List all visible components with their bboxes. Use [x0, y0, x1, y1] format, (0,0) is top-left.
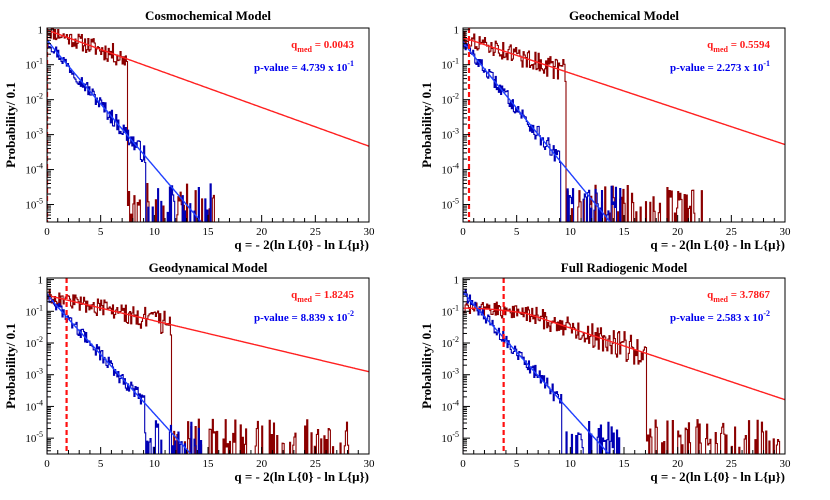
x-tick-label: 10 [565, 226, 577, 238]
y-tick-label: 10-5 [25, 430, 43, 445]
pvalue-annotation: p-value = 2.583 x 10-2 [670, 309, 770, 324]
plot-area [463, 278, 785, 454]
plot-frame [46, 277, 370, 455]
signal-fit-curve [47, 29, 369, 147]
chart-title: Cosmochemical Model [145, 8, 271, 23]
chart-panel-1: 0 5 10 15 20 25 30 1 10-1 10-2 10-3 10-4 10-5 Cosmoch… [3, 8, 375, 252]
x-axis-label: q = - 2(ln L{0} - ln L{μ}) [234, 237, 369, 252]
y-axis-label: Probability/ 0.1 [419, 323, 434, 409]
x-tick-label: 25 [310, 226, 322, 238]
y-tick-label: 1 [38, 275, 44, 287]
x-tick-label: 5 [514, 226, 520, 238]
x-tick-label: 0 [44, 226, 50, 238]
x-tick-label: 30 [364, 458, 376, 470]
plot-area [47, 278, 369, 454]
background-histogram [463, 289, 621, 454]
y-tick-label: 10-5 [441, 430, 459, 445]
chart-title: Full Radiogenic Model [561, 260, 688, 275]
signal-fit-curve [463, 36, 785, 146]
x-tick-label: 15 [619, 458, 631, 470]
x-tick-label: 20 [256, 458, 268, 470]
qmed-annotation: qmed = 0.5594 [707, 39, 770, 54]
y-tick-label: 10-2 [25, 92, 43, 107]
pvalue-annotation: p-value = 4.739 x 10-1 [254, 59, 354, 74]
chart-panel-2: 0 5 10 15 20 25 30 1 10-1 10-2 10-3 10-4 10-5 Geochem… [419, 8, 791, 252]
y-tick-label: 10-2 [441, 335, 459, 350]
plot-area [463, 28, 785, 222]
background-fit-curve [463, 290, 610, 454]
plot-area [47, 28, 369, 222]
y-tick-label: 10-3 [25, 367, 43, 382]
x-tick-label: 30 [780, 226, 792, 238]
signal-histogram [463, 301, 781, 454]
y-tick-label: 1 [454, 25, 460, 37]
y-tick-label: 10-5 [441, 197, 459, 212]
background-fit-curve [47, 39, 203, 222]
x-tick-label: 25 [726, 226, 738, 238]
background-histogram [47, 295, 203, 454]
x-tick-label: 15 [203, 226, 215, 238]
y-tick-label: 10-4 [441, 162, 459, 177]
x-tick-label: 25 [310, 458, 322, 470]
x-tick-label: 10 [565, 458, 577, 470]
background-fit-curve [463, 40, 612, 222]
x-tick-label: 15 [619, 226, 631, 238]
x-tick-label: 30 [364, 226, 376, 238]
x-tick-label: 15 [203, 458, 215, 470]
x-tick-label: 30 [780, 458, 792, 470]
x-tick-label: 25 [726, 458, 738, 470]
y-tick-label: 10-4 [25, 398, 43, 413]
y-tick-label: 10-1 [441, 57, 459, 72]
y-tick-label: 1 [38, 25, 44, 37]
y-axis-label: Probability/ 0.1 [3, 323, 18, 409]
background-fit-curve [47, 292, 192, 454]
chart-panel-3: 0 5 10 15 20 25 30 1 10-1 10-2 10-3 10-4 10-5 Geodyna… [3, 260, 375, 484]
x-tick-label: 20 [672, 226, 684, 238]
background-histogram [47, 42, 212, 222]
chart-title: Geodynamical Model [149, 260, 268, 275]
y-tick-label: 10-4 [441, 398, 459, 413]
x-tick-label: 0 [460, 458, 466, 470]
y-tick-label: 10-3 [441, 127, 459, 142]
y-tick-label: 10-3 [25, 127, 43, 142]
x-tick-label: 5 [514, 458, 520, 470]
x-tick-label: 5 [98, 226, 104, 238]
chart-panel-4: 0 5 10 15 20 25 30 1 10-1 10-2 10-3 10-4 10-5 Full Ra… [419, 260, 791, 484]
pvalue-annotation: p-value = 8.839 x 10-2 [254, 309, 354, 324]
y-tick-label: 10-1 [441, 303, 459, 318]
y-tick-label: 10-1 [25, 57, 43, 72]
y-tick-label: 10-1 [25, 303, 43, 318]
qmed-annotation: qmed = 3.7867 [707, 289, 770, 304]
x-tick-label: 20 [672, 458, 684, 470]
plot-frame [462, 277, 786, 455]
signal-histogram [463, 31, 703, 222]
y-tick-label: 10-5 [25, 197, 43, 212]
signal-fit-curve [463, 307, 785, 401]
x-tick-label: 0 [44, 458, 50, 470]
qmed-annotation: qmed = 0.0043 [291, 39, 354, 54]
background-histogram [463, 43, 622, 222]
x-axis-label: q = - 2(ln L{0} - ln L{μ}) [234, 469, 369, 484]
plot-frame [46, 27, 370, 223]
x-tick-label: 0 [460, 226, 466, 238]
y-tick-label: 1 [454, 275, 460, 287]
x-tick-label: 5 [98, 458, 104, 470]
y-tick-label: 10-2 [25, 335, 43, 350]
x-axis-label: q = - 2(ln L{0} - ln L{μ}) [650, 237, 785, 252]
x-tick-label: 20 [256, 226, 268, 238]
chart-title: Geochemical Model [569, 8, 679, 23]
qmed-annotation: qmed = 1.8245 [291, 289, 354, 304]
x-tick-label: 10 [149, 458, 161, 470]
y-axis-label: Probability/ 0.1 [3, 82, 18, 168]
y-tick-label: 10-3 [441, 367, 459, 382]
pvalue-annotation: p-value = 2.273 x 10-1 [670, 59, 770, 74]
y-tick-label: 10-2 [441, 92, 459, 107]
x-tick-label: 10 [149, 226, 161, 238]
y-axis-label: Probability/ 0.1 [419, 82, 434, 168]
signal-fit-curve [47, 294, 369, 373]
signal-histogram [47, 289, 350, 454]
y-tick-label: 10-4 [25, 162, 43, 177]
x-axis-label: q = - 2(ln L{0} - ln L{μ}) [650, 469, 785, 484]
